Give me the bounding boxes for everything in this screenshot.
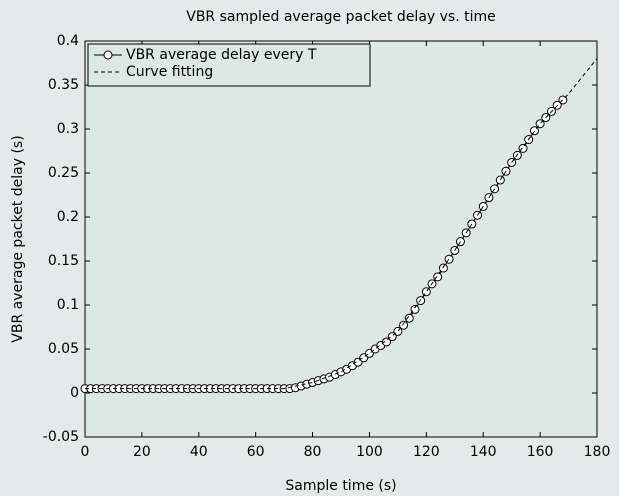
y-tick-label: 0.2 — [57, 209, 79, 225]
y-tick-label: 0.1 — [57, 297, 79, 313]
plot-area — [84, 40, 598, 438]
data-point — [416, 296, 426, 306]
x-tick-label: 80 — [304, 444, 322, 460]
y-tick-label: 0.25 — [48, 165, 79, 181]
x-tick-label: 180 — [584, 444, 611, 460]
x-tick-label: 160 — [527, 444, 554, 460]
x-tick-label: 40 — [190, 444, 208, 460]
y-axis-label: VBR average packet delay (s) — [10, 135, 26, 342]
y-tick-label: 0 — [70, 385, 79, 401]
x-axis-label: Sample time (s) — [285, 478, 396, 494]
y-tick-label: 0.3 — [57, 121, 79, 137]
x-tick-label: 100 — [356, 444, 383, 460]
data-point — [410, 304, 420, 314]
data-point — [382, 337, 392, 347]
y-tick-label: 0.35 — [48, 77, 79, 93]
x-tick-label: 60 — [247, 444, 265, 460]
chart-title: VBR sampled average packet delay vs. tim… — [186, 9, 496, 25]
y-tick-label: -0.05 — [43, 429, 79, 445]
data-point — [399, 320, 409, 330]
legend-label: Curve fitting — [126, 64, 213, 80]
y-tick-label: 0.05 — [48, 341, 79, 357]
data-point — [438, 263, 448, 273]
x-tick-label: 120 — [413, 444, 440, 460]
x-tick-label: 0 — [81, 444, 90, 460]
data-point — [529, 126, 539, 136]
legend-box — [87, 43, 371, 87]
data-point — [421, 287, 431, 297]
legend-label: VBR average delay every T — [126, 47, 317, 63]
x-tick-label: 20 — [133, 444, 151, 460]
data-point — [404, 313, 414, 323]
y-tick-label: 0.15 — [48, 253, 79, 269]
x-tick-label: 140 — [470, 444, 497, 460]
legend-marker — [103, 50, 113, 60]
y-tick-label: 0.4 — [57, 33, 79, 49]
